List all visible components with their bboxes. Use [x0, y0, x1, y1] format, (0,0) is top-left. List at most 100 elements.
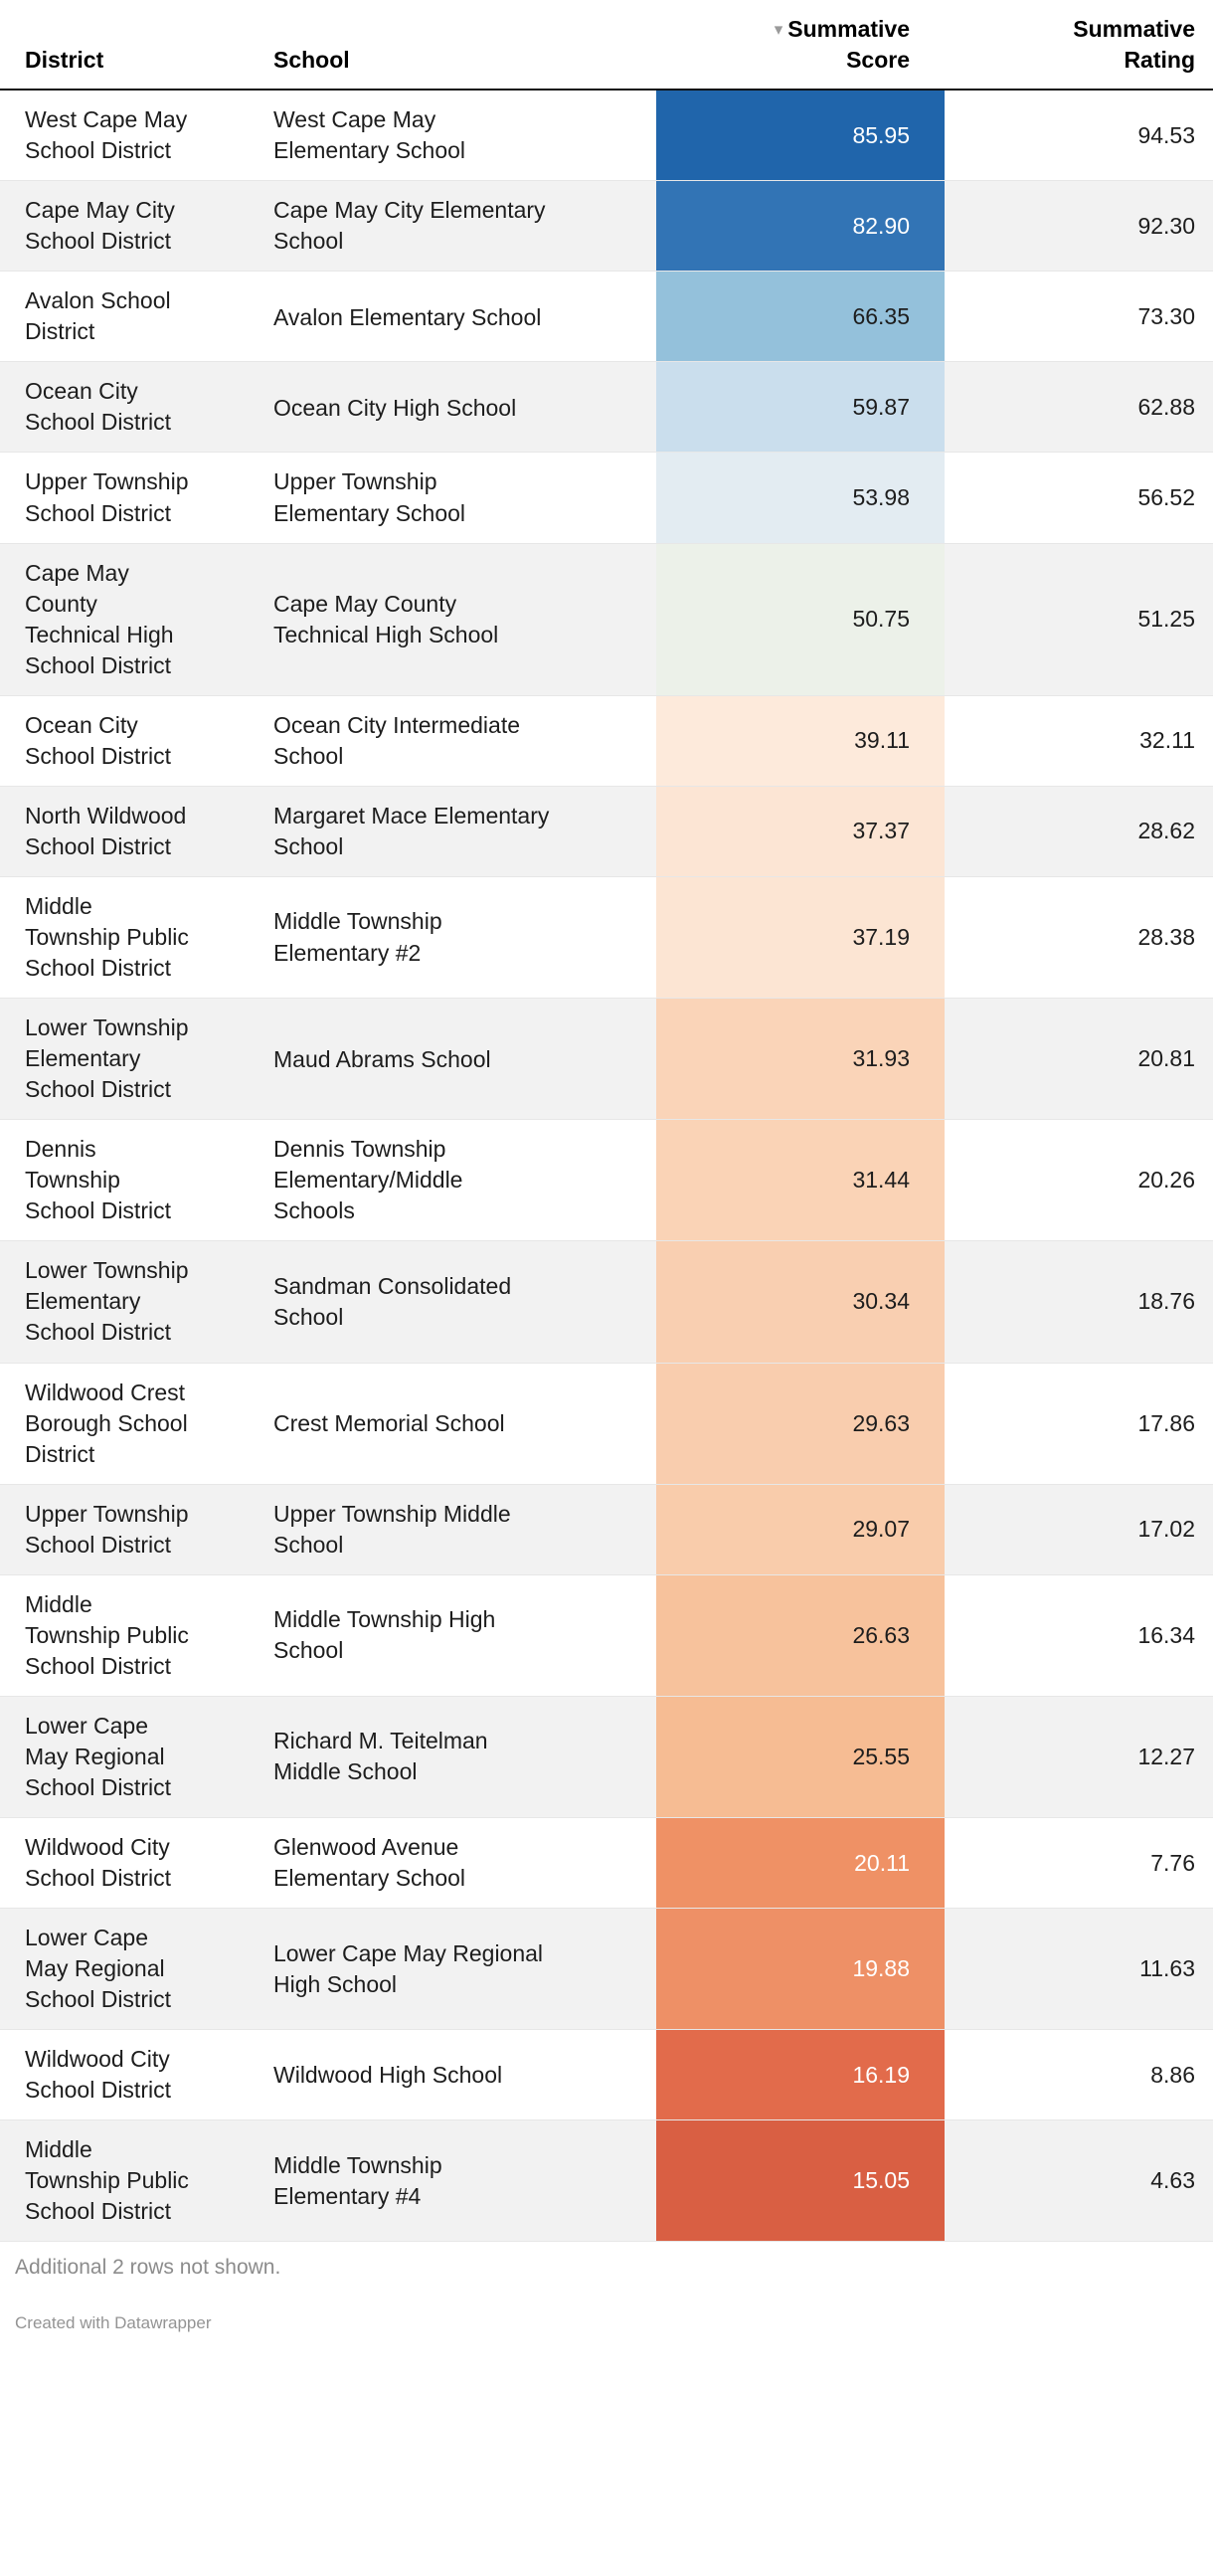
district-cell: West Cape May School District [0, 90, 263, 182]
district-cell: Upper Township School District [0, 452, 263, 544]
table-row: Cape May City School District Cape May C… [0, 180, 1213, 273]
rating-cell: 11.63 [945, 1908, 1213, 2031]
table-header: District School ▾ Summative Score Summati… [0, 0, 1213, 92]
header-score-line2: Score [846, 47, 910, 74]
header-row: District School ▾ Summative Score Summati… [0, 0, 1213, 92]
table-row: Middle Township Public School District M… [0, 2119, 1213, 2243]
table-row: West Cape May School District West Cape … [0, 90, 1213, 182]
school-cell: Margaret Mace Elementary School [263, 786, 656, 877]
sort-descending-icon: ▾ [774, 20, 783, 39]
score-cell: 31.93 [656, 998, 945, 1121]
score-cell: 26.63 [656, 1574, 945, 1697]
district-cell: Wildwood City School District [0, 2029, 263, 2121]
score-cell: 29.63 [656, 1363, 945, 1485]
school-cell: Middle Township Elementary #4 [263, 2119, 656, 2243]
school-cell: Middle Township Elementary #2 [263, 876, 656, 1000]
district-cell: Wildwood City School District [0, 1817, 263, 1910]
school-cell: Cape May County Technical High School [263, 543, 656, 696]
score-cell: 25.55 [656, 1696, 945, 1819]
datawrapper-credit[interactable]: Created with Datawrapper [15, 2313, 212, 2333]
table-body: West Cape May School District West Cape … [0, 90, 1213, 2243]
rating-cell: 7.76 [945, 1817, 1213, 1910]
score-cell: 82.90 [656, 180, 945, 273]
district-cell: Avalon School District [0, 271, 263, 363]
table-row: Ocean City School District Ocean City In… [0, 695, 1213, 787]
district-cell: Upper Township School District [0, 1484, 263, 1575]
school-cell: West Cape May Elementary School [263, 90, 656, 182]
header-summative-score[interactable]: ▾ Summative Score [656, 0, 945, 92]
school-cell: Ocean City High School [263, 361, 656, 454]
table-row: Lower Township Elementary School Distric… [0, 998, 1213, 1121]
rating-cell: 8.86 [945, 2029, 1213, 2121]
rating-cell: 32.11 [945, 695, 1213, 787]
header-district[interactable]: District [0, 0, 263, 92]
score-cell: 66.35 [656, 271, 945, 363]
header-school-label: School [273, 47, 350, 74]
school-cell: Crest Memorial School [263, 1363, 656, 1485]
score-cell: 30.34 [656, 1240, 945, 1364]
rating-cell: 20.26 [945, 1119, 1213, 1242]
rating-cell: 28.62 [945, 786, 1213, 877]
table-row: Lower Township Elementary School Distric… [0, 1240, 1213, 1364]
district-cell: Middle Township Public School District [0, 1574, 263, 1697]
rating-cell: 12.27 [945, 1696, 1213, 1819]
table-row: Middle Township Public School District M… [0, 1574, 1213, 1697]
score-cell: 31.44 [656, 1119, 945, 1242]
score-cell: 15.05 [656, 2119, 945, 2243]
data-table: District School ▾ Summative Score Summati… [0, 0, 1213, 2243]
rating-cell: 92.30 [945, 180, 1213, 273]
rating-cell: 18.76 [945, 1240, 1213, 1364]
rating-cell: 94.53 [945, 90, 1213, 182]
district-cell: Lower Township Elementary School Distric… [0, 998, 263, 1121]
score-cell: 16.19 [656, 2029, 945, 2121]
district-cell: Lower Cape May Regional School District [0, 1908, 263, 2031]
district-cell: Dennis Township School District [0, 1119, 263, 1242]
score-cell: 50.75 [656, 543, 945, 696]
score-cell: 85.95 [656, 90, 945, 182]
district-cell: Middle Township Public School District [0, 2119, 263, 2243]
school-cell: Maud Abrams School [263, 998, 656, 1121]
district-cell: Middle Township Public School District [0, 876, 263, 1000]
rating-cell: 51.25 [945, 543, 1213, 696]
school-cell: Dennis Township Elementary/Middle School… [263, 1119, 656, 1242]
rating-cell: 16.34 [945, 1574, 1213, 1697]
rating-cell: 56.52 [945, 452, 1213, 544]
header-rating-line2: Rating [1124, 47, 1195, 74]
school-cell: Lower Cape May Regional High School [263, 1908, 656, 2031]
school-cell: Upper Township Elementary School [263, 452, 656, 544]
table-row: Upper Township School District Upper Tow… [0, 452, 1213, 544]
district-cell: Lower Township Elementary School Distric… [0, 1240, 263, 1364]
school-cell: Cape May City Elementary School [263, 180, 656, 273]
score-cell: 37.37 [656, 786, 945, 877]
score-cell: 20.11 [656, 1817, 945, 1910]
header-summative-rating[interactable]: Summative Rating [945, 0, 1213, 92]
score-cell: 39.11 [656, 695, 945, 787]
header-district-label: District [25, 47, 104, 74]
table-row: North Wildwood School District Margaret … [0, 786, 1213, 877]
table-row: Avalon School District Avalon Elementary… [0, 271, 1213, 363]
school-cell: Upper Township Middle School [263, 1484, 656, 1575]
district-cell: North Wildwood School District [0, 786, 263, 877]
score-cell: 19.88 [656, 1908, 945, 2031]
district-cell: Cape May County Technical High School Di… [0, 543, 263, 696]
table-row: Upper Township School District Upper Tow… [0, 1484, 1213, 1575]
school-cell: Ocean City Intermediate School [263, 695, 656, 787]
score-cell: 37.19 [656, 876, 945, 1000]
rating-cell: 20.81 [945, 998, 1213, 1121]
school-cell: Middle Township High School [263, 1574, 656, 1697]
district-cell: Ocean City School District [0, 695, 263, 787]
school-cell: Richard M. Teitelman Middle School [263, 1696, 656, 1819]
district-cell: Ocean City School District [0, 361, 263, 454]
table-row: Wildwood Crest Borough School District C… [0, 1363, 1213, 1485]
header-school[interactable]: School [263, 0, 656, 92]
rating-cell: 17.86 [945, 1363, 1213, 1485]
school-cell: Avalon Elementary School [263, 271, 656, 363]
header-score-line1: Summative [787, 16, 910, 42]
district-cell: Wildwood Crest Borough School District [0, 1363, 263, 1485]
rating-cell: 62.88 [945, 361, 1213, 454]
score-cell: 29.07 [656, 1484, 945, 1575]
school-cell: Wildwood High School [263, 2029, 656, 2121]
table-row: Lower Cape May Regional School District … [0, 1908, 1213, 2031]
school-cell: Glenwood Avenue Elementary School [263, 1817, 656, 1910]
table-row: Lower Cape May Regional School District … [0, 1696, 1213, 1819]
